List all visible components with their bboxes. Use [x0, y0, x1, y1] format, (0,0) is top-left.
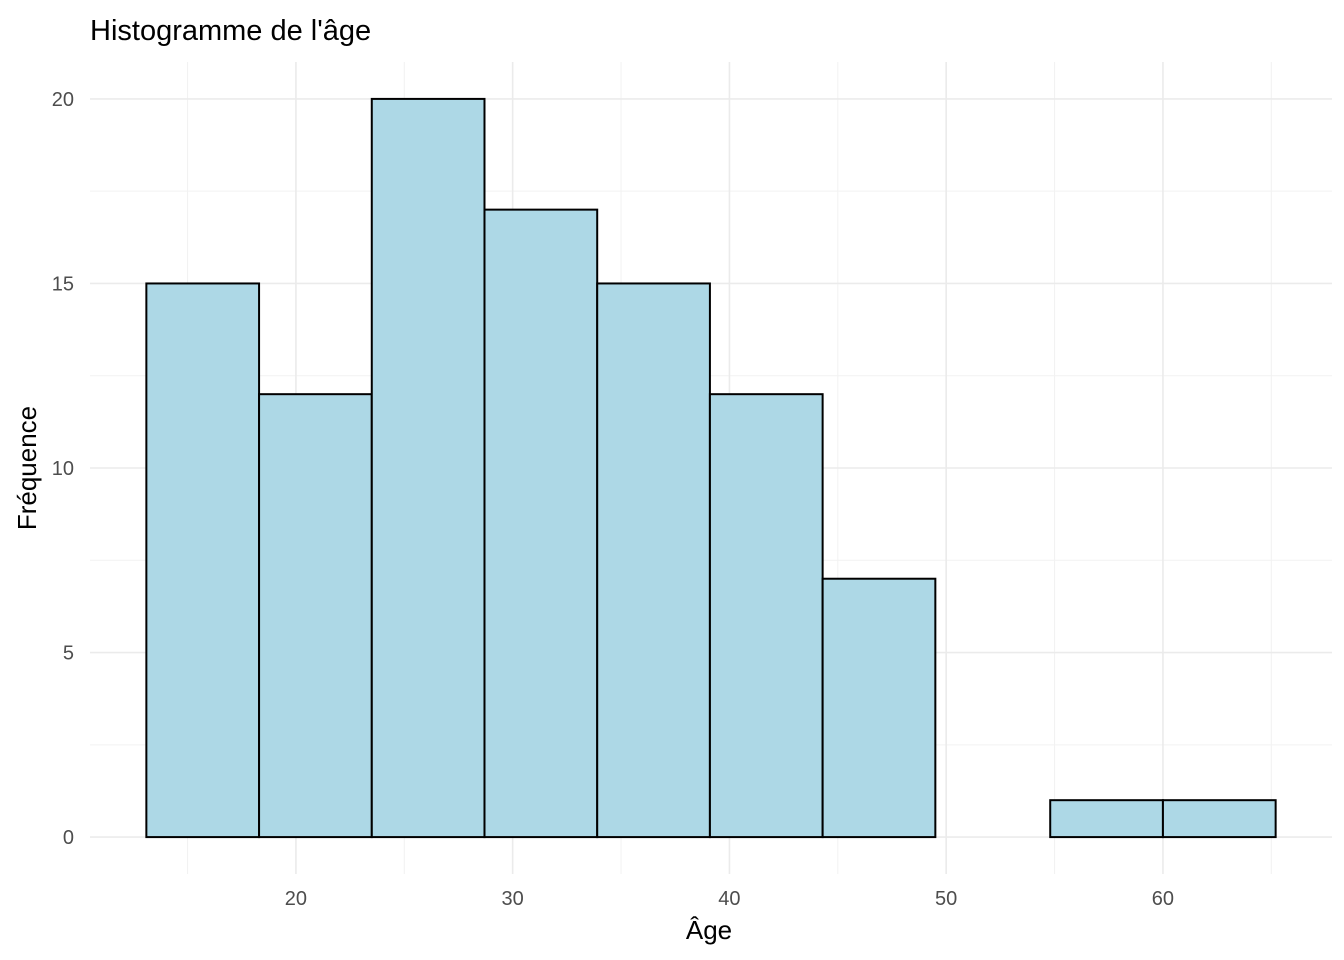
histogram-bar: [1049, 799, 1164, 839]
histogram-bar: [145, 282, 261, 839]
histogram-bar: [708, 393, 824, 839]
y-axis-ticks: 0 5 10 15 20: [52, 89, 74, 849]
y-tick-label: 20: [52, 89, 74, 111]
histogram-bar: [258, 393, 373, 839]
x-tick-label: 50: [935, 888, 957, 910]
x-tick-label: 30: [502, 888, 524, 910]
x-tick-label: 20: [285, 888, 307, 910]
chart-title: Histogramme de l'âge: [90, 15, 371, 47]
y-tick-label: 10: [52, 458, 74, 480]
histogram-bar: [483, 208, 599, 839]
x-axis-title: Âge: [686, 915, 732, 945]
histogram-bar: [596, 282, 711, 839]
y-tick-label: 15: [52, 273, 74, 295]
histogram-bar: [1161, 799, 1277, 839]
y-tick-label: 5: [63, 643, 74, 665]
histogram-bar: [821, 577, 937, 839]
y-axis-title: Fréquence: [12, 406, 42, 530]
y-tick-label: 0: [63, 827, 74, 849]
x-tick-label: 40: [718, 888, 740, 910]
x-tick-label: 60: [1152, 888, 1174, 910]
bars: [145, 97, 1277, 839]
histogram-bar: [370, 97, 486, 839]
x-axis-ticks: 20 30 40 50 60: [285, 888, 1174, 910]
